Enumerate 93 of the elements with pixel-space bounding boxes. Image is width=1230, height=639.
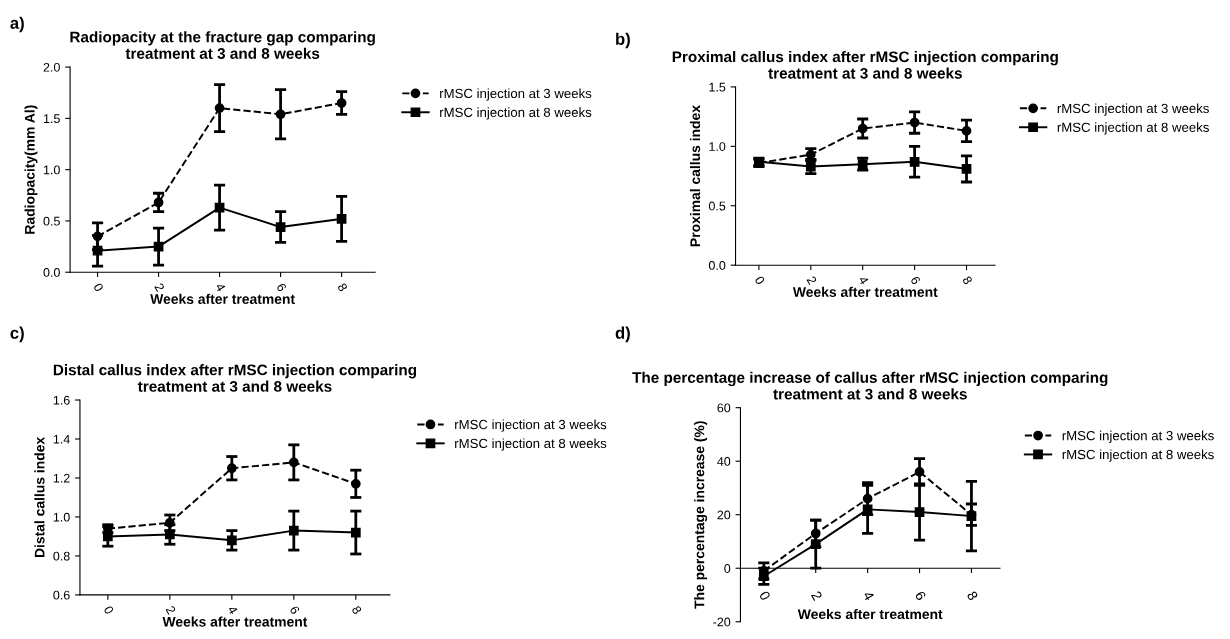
x-tick-label: 4 xyxy=(858,275,869,286)
point xyxy=(961,164,972,174)
x-tick-label: 4 xyxy=(215,282,226,293)
point xyxy=(914,507,925,517)
point xyxy=(214,103,225,113)
y-tick-label: 0.0 xyxy=(43,268,60,277)
x-tick-label: 8 xyxy=(962,275,973,286)
x-tick-label: 0 xyxy=(754,275,766,286)
point xyxy=(810,528,821,539)
legend-label: rMSC injection at 8 weeks xyxy=(455,438,607,451)
y-tick-label: 1.5 xyxy=(43,114,60,124)
x-tick-label: 2 xyxy=(811,590,823,601)
legend-label: rMSC injection at 8 weeks xyxy=(1062,449,1214,462)
y-tick-label: 1.2 xyxy=(53,473,70,483)
x-tick-label: 2 xyxy=(154,282,165,292)
y-tick-label: 0.5 xyxy=(708,201,726,211)
y-tick-label: 1.6 xyxy=(53,395,70,405)
y-tick-label: 1.0 xyxy=(709,142,726,151)
x-axis-title: Weeks after treatment xyxy=(792,286,938,297)
y-tick-label: 0.8 xyxy=(53,551,70,561)
point xyxy=(92,245,103,256)
legend-label: rMSC injection at 3 weeks xyxy=(440,88,592,101)
x-axis-title: Weeks after treatment xyxy=(150,293,295,304)
y-tick-label: 1.0 xyxy=(53,512,70,522)
chart-title: Proximal callus index after rMSC injection comparing treatment at 3 and 8 weeks xyxy=(672,50,1058,79)
chart-title: The percentage increase of callus after rMSC injection comparing treatment at 3 and 8 weeks xyxy=(632,371,1108,400)
point xyxy=(226,463,237,474)
point xyxy=(153,197,164,208)
point xyxy=(102,531,113,542)
x-tick-label: 4 xyxy=(862,590,875,602)
point xyxy=(336,98,347,108)
y-tick-label: 0.0 xyxy=(708,260,726,270)
x-tick-label: 6 xyxy=(910,275,921,286)
y-tick-label: 2.0 xyxy=(43,62,60,72)
point xyxy=(909,156,920,167)
y-axis-title: The percentage increase (%) xyxy=(694,421,708,609)
y-tick-label: 1.0 xyxy=(43,165,60,175)
x-tick-label: 6 xyxy=(914,590,927,602)
point xyxy=(164,517,175,528)
text: b) xyxy=(616,32,630,49)
y-tick-label: 40 xyxy=(717,457,731,466)
y-tick-label: 1.4 xyxy=(53,434,70,444)
x-tick-label: 0 xyxy=(758,590,771,602)
chart-title: Distal callus index after rMSC injection comparing treatment at 3 and 8 weeks xyxy=(53,364,417,392)
x-axis-title: Weeks after treatment xyxy=(797,608,943,620)
y-tick-label: 60 xyxy=(717,403,731,413)
x-tick-label: 6 xyxy=(276,282,287,293)
point xyxy=(862,493,873,504)
legend-label: rMSC injection at 3 weeks xyxy=(1062,430,1214,443)
point xyxy=(350,527,361,538)
point xyxy=(275,222,286,232)
x-tick-label: 8 xyxy=(966,590,979,602)
y-tick-label: 0.6 xyxy=(53,590,70,600)
point xyxy=(288,457,299,468)
y-axis-title: Distal callus index xyxy=(34,436,45,558)
x-tick-label: 2 xyxy=(806,275,817,285)
point xyxy=(909,117,920,128)
y-tick-label: 20 xyxy=(717,510,731,520)
x-axis-title: Weeks after treatment xyxy=(162,616,308,627)
point xyxy=(857,123,868,134)
x-tick-label: 0 xyxy=(93,282,104,293)
point xyxy=(288,525,299,536)
y-tick-label: 1.5 xyxy=(709,82,726,92)
x-tick-label: 2 xyxy=(165,605,177,615)
point xyxy=(92,231,103,242)
legend-label: rMSC injection at 8 weeks xyxy=(1057,122,1209,135)
x-tick-label: 0 xyxy=(103,605,115,615)
y-tick-label: 0.5 xyxy=(43,216,60,226)
legend-label: rMSC injection at 8 weeks xyxy=(440,107,592,120)
text: d) xyxy=(615,326,630,343)
point xyxy=(336,214,347,224)
point xyxy=(350,478,361,489)
y-axis-title: Radiopacity(mm Al) xyxy=(24,105,38,234)
x-tick-label: 6 xyxy=(289,605,301,615)
text: c) xyxy=(10,326,24,343)
point xyxy=(226,535,237,546)
y-tick-label: 0 xyxy=(724,564,731,573)
y-tick-label: -20 xyxy=(713,617,731,627)
point xyxy=(275,109,286,120)
text: a) xyxy=(10,16,24,33)
point xyxy=(914,467,925,477)
point xyxy=(810,539,821,550)
x-tick-label: 8 xyxy=(337,282,348,293)
chart-title: Radiopacity at the fracture gap comparing treatment at 3 and 8 weeks xyxy=(70,31,375,59)
point xyxy=(758,571,769,582)
y-axis-title: Proximal callus index xyxy=(689,105,701,247)
point xyxy=(805,161,816,172)
legend-label: rMSC injection at 3 weeks xyxy=(455,419,607,432)
point xyxy=(164,529,175,540)
x-tick-label: 8 xyxy=(351,605,363,615)
legend-label: rMSC injection at 3 weeks xyxy=(1057,103,1209,116)
x-tick-label: 4 xyxy=(227,605,239,615)
point xyxy=(961,126,972,136)
